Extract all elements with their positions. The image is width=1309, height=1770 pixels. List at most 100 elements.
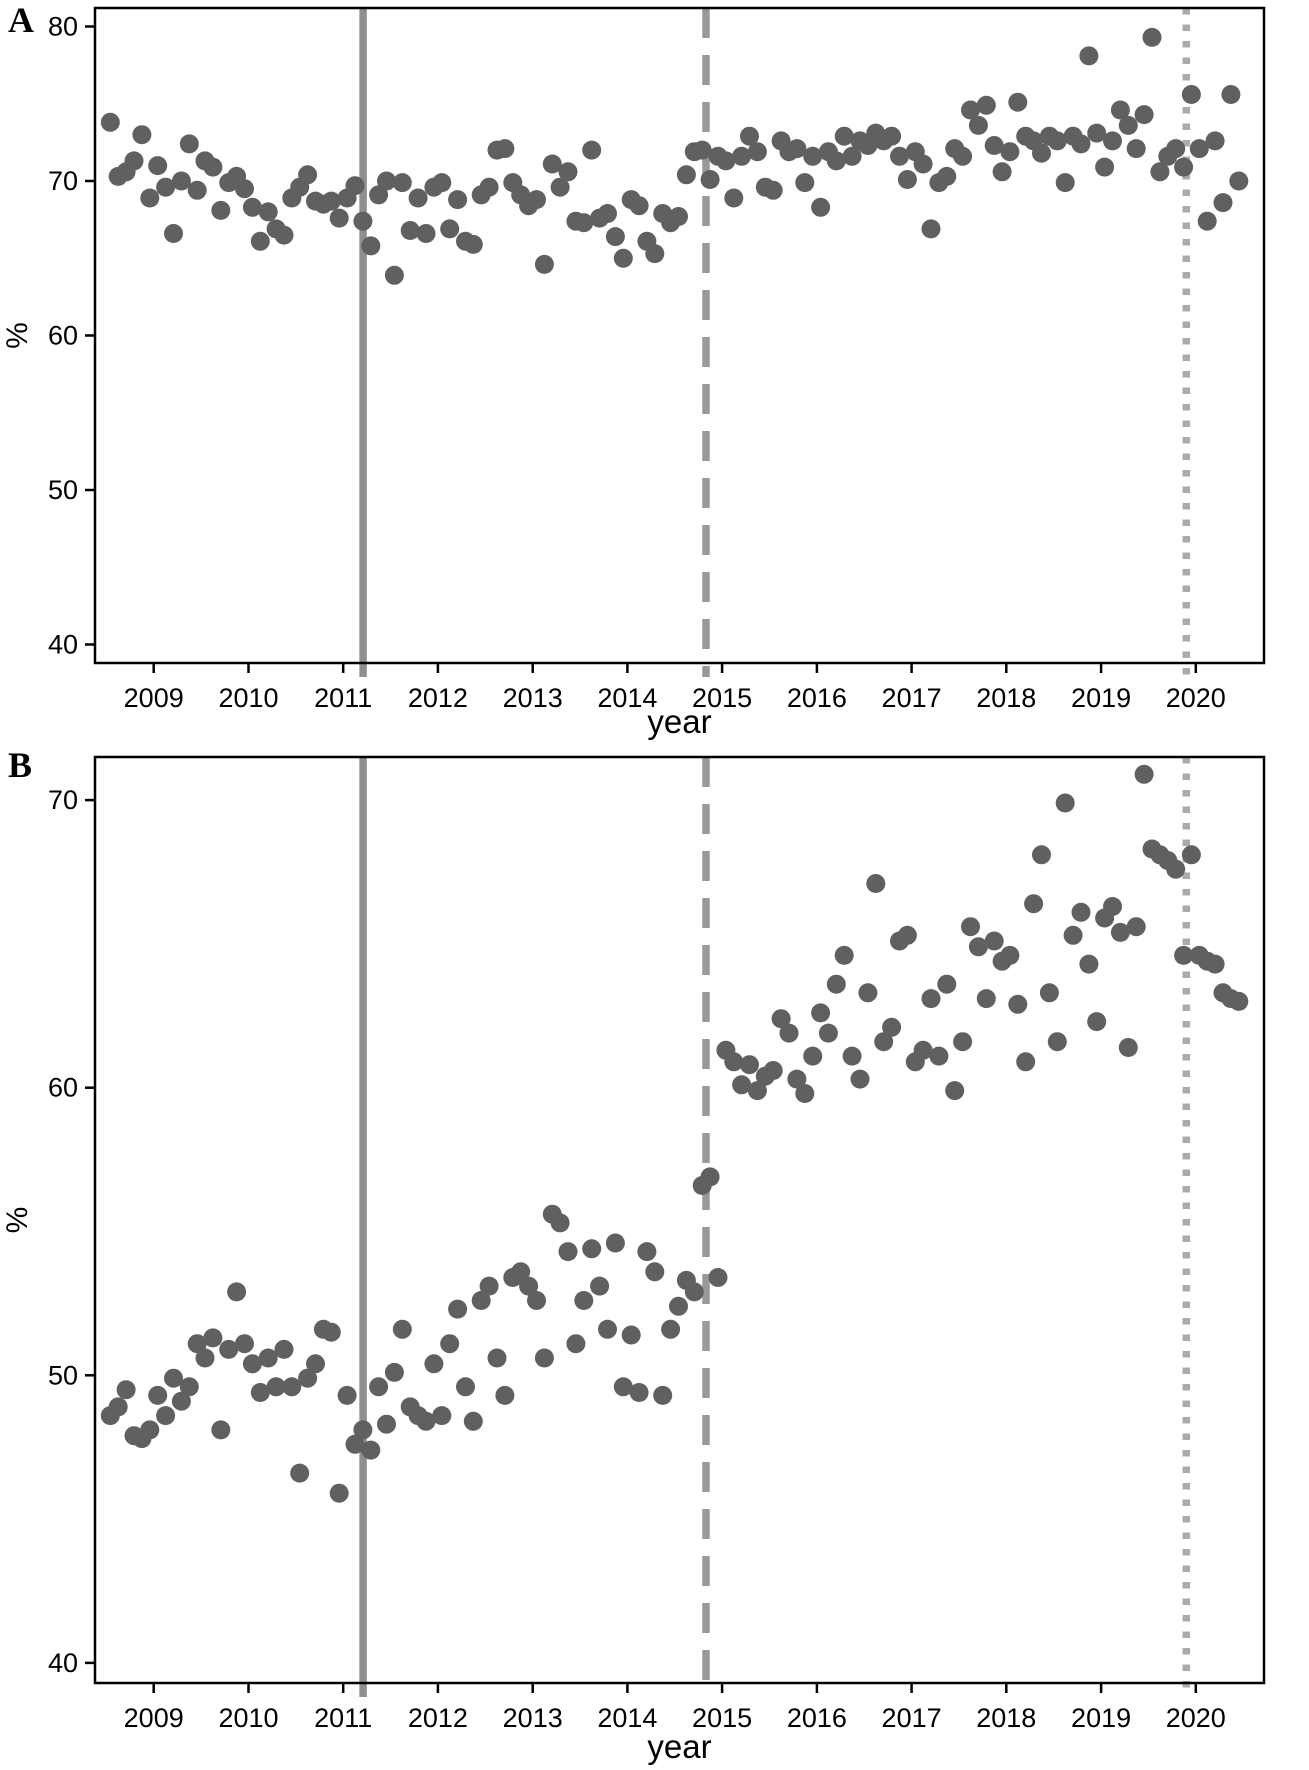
data-point [329, 208, 349, 228]
x-tick-label: 2015 [692, 683, 752, 713]
data-point [582, 140, 602, 160]
data-point [708, 1268, 728, 1287]
data-point [676, 165, 696, 185]
data-point [1197, 211, 1217, 231]
x-tick-label: 2017 [882, 1703, 942, 1733]
data-point [179, 1377, 199, 1397]
data-point [1174, 945, 1194, 965]
y-tick-label: 70 [48, 166, 78, 196]
x-tick-label: 2020 [1166, 1703, 1226, 1733]
data-point [834, 126, 854, 146]
data-point [740, 126, 759, 146]
data-point [156, 1406, 176, 1426]
data-point [913, 1040, 933, 1060]
data-point [747, 1081, 767, 1101]
data-point [1110, 922, 1130, 942]
data-point [921, 989, 941, 1009]
data-point [274, 1339, 294, 1359]
data-point [148, 156, 168, 176]
data-point [968, 937, 988, 957]
plot-frame [93, 6, 1266, 665]
x-tick-label: 2013 [503, 683, 563, 713]
data-point [1047, 131, 1067, 151]
data-point [321, 1322, 341, 1342]
data-point [724, 188, 744, 208]
data-point [1205, 131, 1225, 151]
data-point [235, 179, 254, 199]
data-point [803, 1046, 823, 1066]
data-point [1000, 945, 1020, 965]
y-tick-label: 50 [48, 475, 78, 505]
data-point [440, 1334, 460, 1354]
data-point [1016, 1052, 1036, 1072]
data-point [558, 162, 578, 182]
data-point [203, 157, 223, 177]
data-point [124, 151, 144, 171]
data-point [140, 188, 160, 208]
panel-a-scatter-chart: 40 50 60 70 80 2009 2010 2011 2012 2013 2014 2015 20… [1, 6, 1266, 740]
panel-b-scatter-chart: 40 50 60 70 2009 2010 2011 2012 2013 2014 2015 2016… [1, 755, 1266, 1765]
data-point [716, 151, 736, 171]
data-point [976, 989, 996, 1009]
x-axis-label: year [647, 703, 711, 740]
data-point [550, 1213, 570, 1233]
data-point [890, 146, 909, 166]
data-point [850, 1069, 870, 1089]
data-point [1071, 902, 1091, 922]
y-tick-label: 70 [48, 785, 78, 815]
data-point [984, 136, 1004, 155]
x-tick-label: 2016 [787, 1703, 847, 1733]
data-point [598, 1319, 617, 1339]
data-point [550, 177, 570, 197]
data-point [771, 1009, 791, 1029]
data-point [566, 1334, 586, 1354]
data-point [645, 244, 665, 264]
data-point [211, 1420, 231, 1440]
x-tick-label: 2014 [597, 1703, 657, 1733]
data-point [534, 254, 554, 274]
data-point [471, 1291, 491, 1310]
data-point [645, 1262, 665, 1282]
data-point [874, 1032, 894, 1052]
data-point [203, 1328, 223, 1348]
data-point [921, 219, 941, 239]
data-point [369, 1377, 389, 1397]
data-point [495, 1385, 515, 1405]
x-tick-label: 2013 [503, 1703, 563, 1733]
data-point [1229, 991, 1249, 1011]
plot-frame [93, 755, 1266, 1685]
data-point [1181, 845, 1201, 865]
data-point [747, 142, 767, 162]
x-tick-label: 2010 [218, 1703, 278, 1733]
data-point [1032, 845, 1051, 865]
data-point [250, 1383, 270, 1402]
data-point [621, 1325, 641, 1345]
data-point [582, 1239, 602, 1259]
data-point [1063, 925, 1083, 945]
data-point [116, 1380, 136, 1400]
data-point [306, 1354, 325, 1374]
data-point [818, 1023, 838, 1043]
x-axis-label: year [647, 1728, 711, 1765]
data-point [779, 1023, 799, 1043]
data-point [219, 1339, 239, 1359]
x-tick-label: 2017 [882, 683, 942, 713]
data-point [1110, 100, 1130, 120]
data-point [519, 1276, 539, 1296]
data-point [897, 925, 917, 945]
data-point [763, 1061, 783, 1080]
data-point [897, 170, 917, 189]
data-point [179, 134, 199, 154]
data-point [590, 1276, 610, 1296]
x-tick-label: 2019 [1071, 1703, 1131, 1733]
data-point [1095, 157, 1115, 177]
data-point [527, 1291, 546, 1310]
data-point [882, 126, 902, 146]
data-point [605, 1233, 625, 1253]
data-point [1118, 1038, 1138, 1057]
y-tick-label: 60 [48, 321, 78, 351]
data-point [605, 227, 625, 247]
data-point [700, 1167, 720, 1187]
data-point [653, 1385, 673, 1405]
